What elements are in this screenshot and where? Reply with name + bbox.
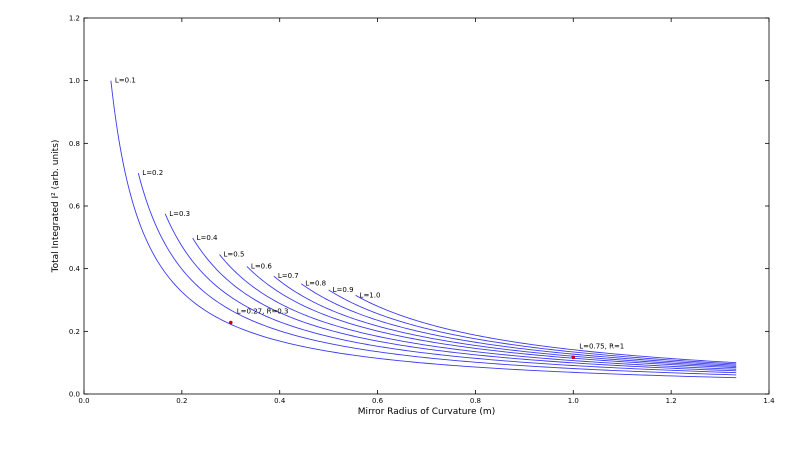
series-line-9 [328, 289, 737, 365]
series-line-5 [219, 254, 737, 370]
highlight-point [228, 320, 233, 325]
series-label: L=0.5 [224, 251, 245, 259]
x-tick-label: 0.8 [470, 397, 481, 405]
y-axis-ticks: 0.0 0.2 0.4 0.6 0.8 1.0 1.2 [69, 15, 769, 399]
x-tick-label: 0.6 [372, 397, 384, 405]
series-line-6 [246, 266, 737, 369]
x-axis-title: Mirror Radius of Curvature (m) [358, 407, 495, 417]
series-label: L=0.3 [169, 210, 190, 218]
x-tick-label: 0.4 [274, 397, 286, 405]
x-tick-label: 0.2 [176, 397, 187, 405]
series-line-1 [110, 80, 737, 379]
plot-marks: L=0.1 L=0.2 L=0.3 L=0.4 L=0.5 L=0.6 L=0.7 L=0.8… [110, 77, 737, 379]
series-label: L=1.0 [360, 291, 381, 299]
series-label: L=0.7 [278, 272, 299, 280]
series-label: L=0.2 [142, 169, 163, 177]
x-tick-label: 0.0 [78, 397, 89, 405]
x-axis-ticks: 0.0 0.2 0.4 0.6 0.8 1.0 1.2 1.4 [78, 18, 775, 405]
y-tick-label: 1.2 [69, 15, 80, 23]
point-label: L=0.75, R=1 [579, 342, 624, 350]
series-label: L=0.8 [305, 280, 326, 288]
series-label: L=0.1 [115, 77, 136, 85]
series-label: L=0.4 [197, 234, 218, 242]
x-tick-label: 1.4 [763, 397, 775, 405]
series-line-10 [355, 294, 737, 364]
x-tick-label: 1.2 [666, 397, 677, 405]
y-axis-title: Total Integrated I² (arb. units) [51, 140, 61, 274]
point-label: L=0.27, R=0.3 [237, 308, 289, 316]
series-line-7 [273, 275, 737, 367]
series-line-3 [164, 213, 737, 374]
y-tick-label: 0.2 [69, 328, 80, 336]
y-tick-label: 1.0 [69, 77, 80, 85]
series-line-4 [192, 237, 737, 372]
y-tick-label: 0.6 [69, 203, 81, 211]
series-line-8 [300, 283, 737, 366]
y-tick-label: 0.4 [69, 265, 81, 273]
series-label: L=0.9 [333, 286, 354, 294]
y-tick-label: 0.0 [69, 391, 80, 399]
y-tick-label: 0.8 [69, 140, 80, 148]
highlight-point [571, 355, 576, 360]
series-label: L=0.6 [251, 262, 272, 270]
series-line-2 [137, 172, 737, 376]
x-tick-label: 1.0 [568, 397, 579, 405]
